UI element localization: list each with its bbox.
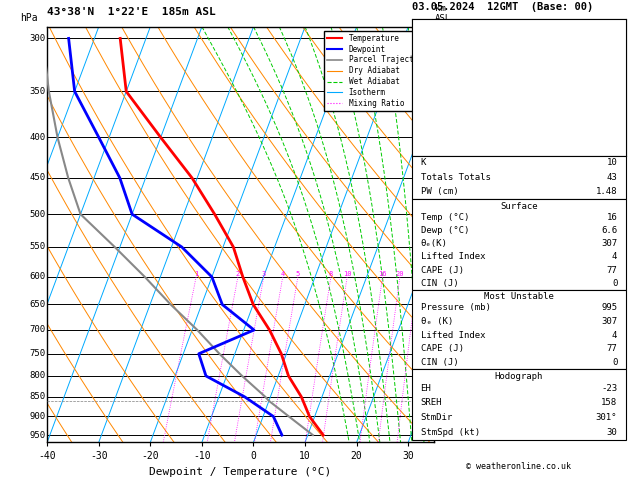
Text: CIN (J): CIN (J) (421, 279, 458, 288)
Text: 2: 2 (236, 271, 240, 277)
Text: 1.48: 1.48 (596, 187, 617, 196)
Text: CIN (J): CIN (J) (421, 358, 458, 367)
Text: 307: 307 (601, 317, 617, 326)
X-axis label: Dewpoint / Temperature (°C): Dewpoint / Temperature (°C) (150, 467, 331, 477)
Legend: Temperature, Dewpoint, Parcel Trajectory, Dry Adiabat, Wet Adiabat, Isotherm, Mi: Temperature, Dewpoint, Parcel Trajectory… (324, 31, 430, 111)
Text: <<<: <<< (416, 35, 434, 41)
Text: 800: 800 (29, 371, 45, 381)
Text: Lifted Index: Lifted Index (421, 330, 485, 340)
Text: 850: 850 (29, 392, 45, 401)
Text: 10: 10 (606, 158, 617, 168)
Text: 77: 77 (606, 265, 617, 275)
Text: 4: 4 (612, 330, 617, 340)
Text: 300: 300 (29, 34, 45, 43)
Text: <<<: <<< (416, 211, 434, 217)
Text: 16: 16 (606, 213, 617, 222)
Text: 3: 3 (262, 271, 266, 277)
Text: kt: kt (419, 21, 429, 31)
Text: 550: 550 (29, 243, 45, 251)
Text: 301°: 301° (596, 413, 617, 422)
Text: Hodograph: Hodograph (495, 372, 543, 381)
Text: 3: 3 (435, 326, 440, 334)
Text: StmDir: StmDir (421, 413, 453, 422)
Text: 03.05.2024  12GMT  (Base: 00): 03.05.2024 12GMT (Base: 00) (412, 2, 593, 12)
Text: 0: 0 (612, 358, 617, 367)
Text: 16: 16 (378, 271, 387, 277)
Text: 158: 158 (601, 399, 617, 407)
Text: 10: 10 (343, 271, 352, 277)
Text: SREH: SREH (421, 399, 442, 407)
Text: 6.6: 6.6 (601, 226, 617, 235)
Text: 0: 0 (612, 279, 617, 288)
Text: EH: EH (421, 383, 431, 393)
Text: 700: 700 (29, 326, 45, 334)
Text: © weatheronline.co.uk: © weatheronline.co.uk (467, 462, 571, 471)
Text: 9: 9 (435, 34, 440, 43)
Text: 43: 43 (606, 173, 617, 182)
Text: 8: 8 (329, 271, 333, 277)
Text: CAPE (J): CAPE (J) (421, 265, 464, 275)
Text: Totals Totals: Totals Totals (421, 173, 491, 182)
Text: 43°38'N  1°22'E  185m ASL: 43°38'N 1°22'E 185m ASL (47, 7, 216, 17)
Text: 6: 6 (435, 174, 440, 182)
Text: 1: 1 (194, 271, 198, 277)
Text: 307: 307 (601, 239, 617, 248)
Text: 25: 25 (413, 271, 422, 277)
Text: <<<: <<< (416, 394, 434, 400)
Text: 20: 20 (396, 271, 404, 277)
Text: Temp (°C): Temp (°C) (421, 213, 469, 222)
Text: 5: 5 (296, 271, 300, 277)
Text: 350: 350 (29, 87, 45, 96)
Text: 4: 4 (612, 252, 617, 261)
Text: θₑ(K): θₑ(K) (421, 239, 447, 248)
Text: 500: 500 (29, 209, 45, 219)
Text: 4½: 4½ (435, 273, 445, 281)
Text: 77: 77 (606, 344, 617, 353)
Text: Lifted Index: Lifted Index (421, 252, 485, 261)
Text: 7: 7 (435, 133, 440, 142)
Text: hPa: hPa (20, 13, 38, 22)
Text: 450: 450 (29, 174, 45, 182)
Text: 5: 5 (435, 243, 440, 251)
Text: Most Unstable: Most Unstable (484, 292, 554, 301)
Text: 8: 8 (435, 87, 440, 96)
Text: Mixing Ratio (g/kg): Mixing Ratio (g/kg) (460, 183, 469, 286)
Text: Dewp (°C): Dewp (°C) (421, 226, 469, 235)
Text: -23: -23 (601, 383, 617, 393)
Text: 2: 2 (435, 371, 440, 381)
Text: 4: 4 (281, 271, 285, 277)
Text: 5½: 5½ (435, 209, 445, 219)
Text: 950: 950 (29, 431, 45, 440)
Text: 30: 30 (606, 428, 617, 437)
Text: StmSpd (kt): StmSpd (kt) (421, 428, 480, 437)
Text: 995: 995 (601, 303, 617, 312)
Text: 400: 400 (29, 133, 45, 142)
Text: km
ASL: km ASL (435, 4, 451, 22)
Text: 1: 1 (435, 412, 440, 421)
Text: K: K (421, 158, 426, 168)
Text: 600: 600 (29, 273, 45, 281)
Text: Surface: Surface (500, 202, 538, 210)
Text: 650: 650 (29, 300, 45, 309)
Text: 750: 750 (29, 349, 45, 358)
Text: <<<: <<< (416, 301, 434, 308)
Text: Pressure (mb): Pressure (mb) (421, 303, 491, 312)
Text: PW (cm): PW (cm) (421, 187, 458, 196)
Text: CAPE (J): CAPE (J) (421, 344, 464, 353)
Text: 900: 900 (29, 412, 45, 421)
Text: θₑ (K): θₑ (K) (421, 317, 453, 326)
